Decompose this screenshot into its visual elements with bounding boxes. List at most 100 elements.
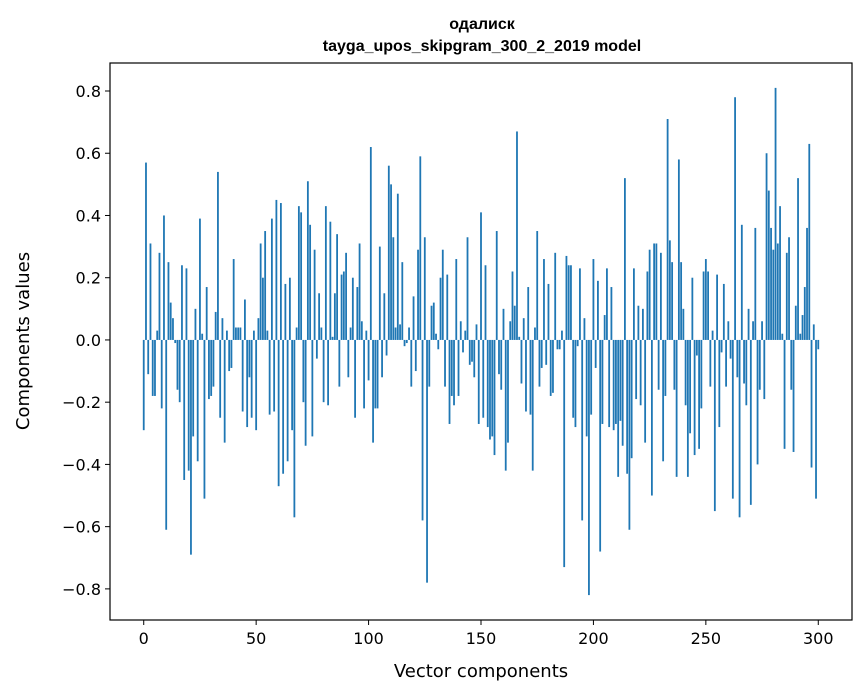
bar-104 xyxy=(376,339,379,409)
bar-157 xyxy=(495,231,498,340)
bar-261 xyxy=(729,339,732,359)
bar-132 xyxy=(439,277,442,340)
bar-295 xyxy=(806,227,808,340)
bar-152 xyxy=(484,265,487,340)
x-axis-ticks: 0 50 100 150 200 250 300 xyxy=(139,620,834,648)
bar-99 xyxy=(365,330,368,340)
bar-53 xyxy=(262,277,264,340)
bar-111 xyxy=(392,237,395,340)
bar-10 xyxy=(165,339,168,530)
bar-3 xyxy=(149,243,152,340)
bar-83 xyxy=(329,221,332,340)
bar-68 xyxy=(295,327,298,340)
bar-100 xyxy=(367,339,370,381)
bar-247 xyxy=(698,339,700,449)
bar-163 xyxy=(509,321,512,340)
bar-260 xyxy=(727,321,730,340)
bar-272 xyxy=(754,227,757,340)
bar-86 xyxy=(336,234,338,340)
bar-16 xyxy=(178,339,181,403)
bar-224 xyxy=(646,271,649,340)
bar-127 xyxy=(428,339,431,387)
y-tick-label: 0.2 xyxy=(76,269,101,288)
bar-258 xyxy=(722,283,725,340)
bar-291 xyxy=(797,178,799,340)
plot-frame xyxy=(109,62,853,621)
bar-67 xyxy=(293,339,296,518)
bar-176 xyxy=(538,339,541,387)
bar-194 xyxy=(579,268,581,340)
bar-0 xyxy=(142,339,145,431)
bar-241 xyxy=(684,339,687,406)
bar-222 xyxy=(641,308,644,340)
bar-208 xyxy=(610,287,613,340)
bar-180 xyxy=(547,283,550,340)
bar-179 xyxy=(545,339,548,365)
bar-1 xyxy=(145,162,147,340)
bar-123 xyxy=(419,156,422,340)
bar-240 xyxy=(682,308,685,340)
bar-188 xyxy=(565,255,568,340)
bar-190 xyxy=(570,265,572,340)
bar-115 xyxy=(401,262,404,340)
bar-282 xyxy=(776,243,779,340)
bar-93 xyxy=(351,277,354,340)
bar-293 xyxy=(801,315,804,340)
chart-title-line-2: tayga_upos_skipgram_300_2_2019 model xyxy=(323,38,641,55)
x-tick-label: 250 xyxy=(691,629,722,648)
bar-43 xyxy=(239,327,242,340)
bar-221 xyxy=(639,339,642,406)
bar-5 xyxy=(154,339,156,396)
bar-249 xyxy=(702,271,705,340)
chart-title-line-1: одалиск xyxy=(449,16,516,33)
bar-153 xyxy=(486,339,489,428)
bar-294 xyxy=(803,287,806,340)
bar-191 xyxy=(572,339,575,418)
bar-121 xyxy=(414,339,417,372)
bar-287 xyxy=(788,237,790,340)
bar-125 xyxy=(423,237,426,340)
bar-298 xyxy=(812,324,815,340)
bar-243 xyxy=(689,339,692,434)
bar-90 xyxy=(345,252,347,340)
bar-126 xyxy=(426,339,428,583)
bar-201 xyxy=(594,339,597,368)
bar-234 xyxy=(668,240,671,340)
bar-134 xyxy=(444,339,446,387)
bar-24 xyxy=(196,339,199,462)
bar-166 xyxy=(516,131,518,340)
bar-19 xyxy=(185,268,188,340)
bar-239 xyxy=(680,262,683,340)
x-tick-label: 100 xyxy=(353,629,384,648)
bar-80 xyxy=(322,339,325,403)
bar-279 xyxy=(770,227,772,340)
bar-233 xyxy=(666,119,669,340)
bar-196 xyxy=(583,318,586,340)
bar-174 xyxy=(534,327,536,340)
bar-136 xyxy=(448,339,451,424)
x-tick-label: 50 xyxy=(246,629,266,648)
bar-124 xyxy=(421,339,424,521)
bar-103 xyxy=(374,339,377,409)
bar-251 xyxy=(707,271,709,340)
y-tick-label: −0.8 xyxy=(62,580,101,599)
bar-31 xyxy=(212,339,215,387)
bar-116 xyxy=(403,339,406,347)
bar-253 xyxy=(711,330,714,340)
bar-184 xyxy=(556,339,559,350)
bar-139 xyxy=(455,259,458,340)
bar-259 xyxy=(725,339,727,387)
bar-210 xyxy=(615,339,617,424)
bar-110 xyxy=(390,184,392,340)
bar-47 xyxy=(248,339,251,378)
bar-266 xyxy=(740,224,743,340)
bar-149 xyxy=(477,339,480,424)
bar-156 xyxy=(493,339,496,456)
bar-220 xyxy=(637,305,640,340)
bar-276 xyxy=(763,339,766,400)
bar-227 xyxy=(653,243,656,340)
bar-57 xyxy=(270,218,273,340)
bar-285 xyxy=(783,339,786,449)
bar-41 xyxy=(235,327,237,340)
bar-84 xyxy=(331,336,334,340)
